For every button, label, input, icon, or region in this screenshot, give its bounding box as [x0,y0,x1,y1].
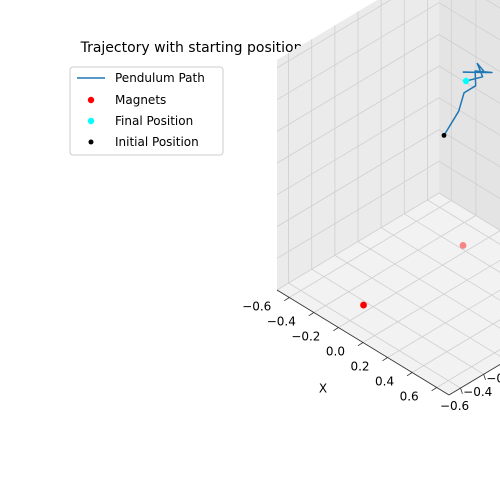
x-tick-label: −0.2 [291,330,320,344]
z-gridline [276,97,500,196]
axis-panes [277,0,500,395]
legend-swatch-final [87,117,95,125]
x-gridline [338,0,500,328]
x-tick-label: 0.4 [375,375,394,389]
z-gridline [276,160,500,259]
z-gridline [276,2,500,101]
x-tick-label: 0.2 [350,360,369,374]
grid-lines [276,0,500,389]
legend: Pendulum Path Magnets Final Position Ini… [69,66,224,156]
x-gridline [387,289,500,358]
legend-box [69,66,224,156]
x-tick-label: −0.4 [267,315,296,329]
z-gridline [276,129,500,227]
y-tick-label: −0.6 [440,399,469,413]
x-tick-mark [283,297,290,302]
z-gridline [276,33,500,132]
x-tick-label: 0.0 [326,345,345,359]
x-tick-mark [357,342,364,347]
y-tick-label: −0.4 [463,385,492,399]
x-gridline [436,349,500,388]
x-gridline [362,260,500,343]
y-tick-mark [460,387,463,394]
pendulum-path-line [443,62,493,136]
x-tick-mark [382,357,388,362]
magnet-point [459,242,467,249]
final-position-point [462,77,470,85]
legend-label-initial: Initial Position [115,135,199,149]
legend-swatch-magnets [87,96,95,104]
legend-swatch-initial [88,139,94,145]
back-wall-y-pane [439,0,500,231]
x-axis-label: X [319,382,327,396]
x-tick-mark [333,327,339,332]
x-tick-mark [406,372,413,377]
tick-labels: −0.6−0.4−0.20.00.20.40.6−0.6−0.4−0.20.00… [242,297,500,413]
z-gridline [276,192,500,291]
y-axis-line [448,363,500,396]
magnet-point [360,301,367,309]
legend-label-final: Final Position [115,114,193,128]
data-marks [360,62,493,309]
legend-label-path: Pendulum Path [115,71,205,85]
x-gridline [411,319,500,373]
y-tick-label: −0.2 [486,371,500,385]
x-tick-label: −0.6 [242,300,271,314]
y-tick-mark [483,374,486,381]
z-gridline [276,0,500,69]
z-gridline [276,65,500,164]
axis-labels: X Y Z [319,382,327,396]
x-tick-mark [431,387,437,392]
x-tick-label: 0.6 [400,390,419,404]
x-tick-mark [308,312,315,317]
initial-position-point [441,132,447,138]
floor-pane [277,193,500,395]
legend-label-magnets: Magnets [115,93,166,107]
